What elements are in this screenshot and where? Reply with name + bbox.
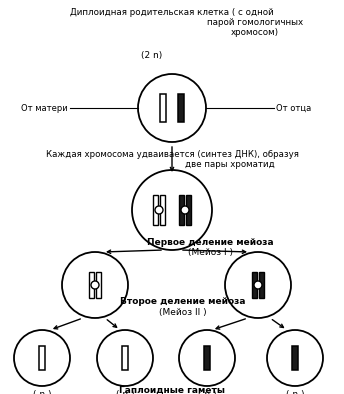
- Bar: [153, 195, 158, 225]
- Circle shape: [132, 170, 212, 250]
- Circle shape: [179, 330, 235, 386]
- Bar: [252, 272, 257, 298]
- Bar: [160, 195, 165, 225]
- Text: хромосом): хромосом): [231, 28, 279, 37]
- Text: (Мейоз I ): (Мейоз I ): [187, 247, 233, 256]
- Circle shape: [181, 206, 189, 214]
- Text: ( n ): ( n ): [116, 390, 134, 394]
- Text: Первое деление мейоза: Первое деление мейоза: [147, 238, 273, 247]
- Text: (Мейоз II ): (Мейоз II ): [159, 307, 207, 316]
- Bar: [186, 195, 191, 225]
- Text: ( n ): ( n ): [286, 390, 304, 394]
- Bar: [89, 272, 94, 298]
- Circle shape: [267, 330, 323, 386]
- Text: Каждая хромосома удваивается (синтез ДНК), образуя: Каждая хромосома удваивается (синтез ДНК…: [45, 149, 299, 158]
- Bar: [39, 346, 45, 370]
- Circle shape: [155, 206, 163, 214]
- Text: две пары хроматид: две пары хроматид: [185, 160, 275, 169]
- Text: Второе деление мейоза: Второе деление мейоза: [120, 297, 246, 307]
- Circle shape: [225, 252, 291, 318]
- Text: (2 n): (2 n): [141, 50, 163, 59]
- Circle shape: [138, 74, 206, 142]
- Bar: [122, 346, 128, 370]
- Text: От матери: От матери: [21, 104, 68, 113]
- Bar: [96, 272, 101, 298]
- Bar: [259, 272, 264, 298]
- Bar: [204, 346, 210, 370]
- Text: От отца: От отца: [276, 104, 311, 113]
- Circle shape: [14, 330, 70, 386]
- Circle shape: [97, 330, 153, 386]
- Text: парой гомологичных: парой гомологичных: [207, 17, 303, 26]
- Text: ( n ): ( n ): [33, 390, 51, 394]
- Bar: [160, 94, 166, 122]
- Bar: [179, 195, 184, 225]
- Text: Диплоидная родительская клетка ( с одной: Диплоидная родительская клетка ( с одной: [70, 7, 274, 17]
- Text: Гаплоидные гаметы: Гаплоидные гаметы: [119, 385, 225, 394]
- Text: ( n ): ( n ): [198, 390, 216, 394]
- Bar: [292, 346, 298, 370]
- Circle shape: [254, 281, 262, 289]
- Circle shape: [91, 281, 99, 289]
- Bar: [178, 94, 184, 122]
- Circle shape: [62, 252, 128, 318]
